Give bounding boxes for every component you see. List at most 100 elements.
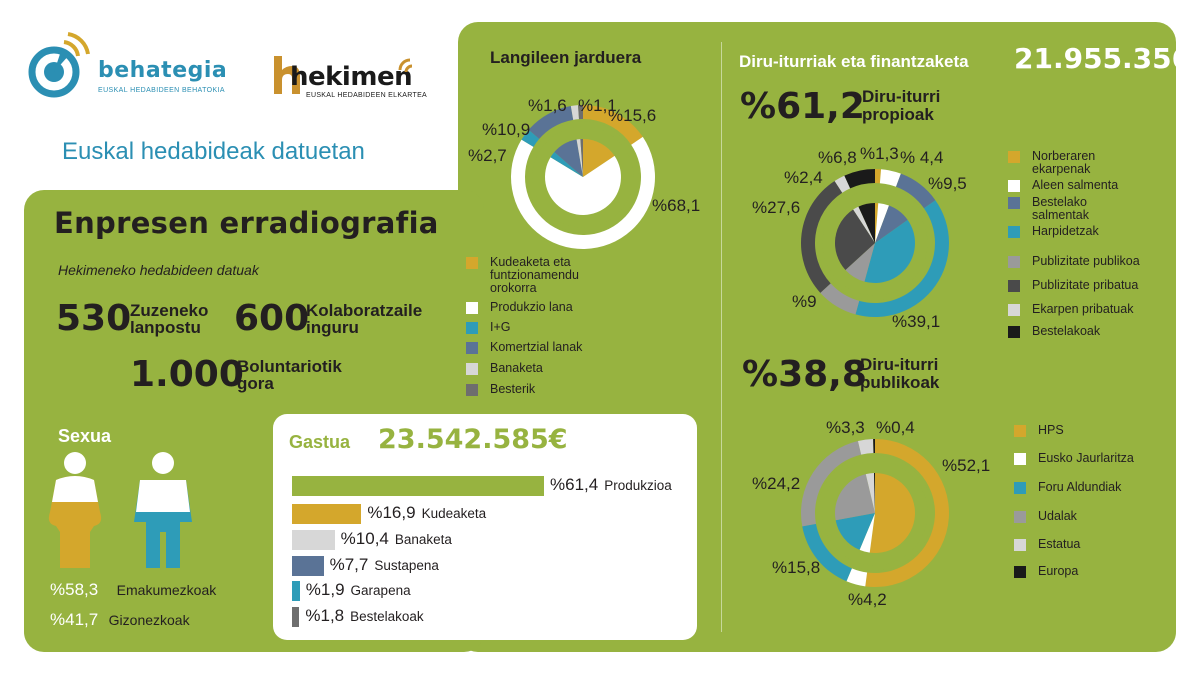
stat-kolaboratzaile-value: 600 (234, 298, 310, 339)
propioak-pct-ekarpen-pribatuak: %2,4 (784, 168, 823, 187)
publikoak-pct-udalak: %24,2 (752, 474, 801, 493)
propioak-legend-label: Publizitate pribatua (1032, 278, 1139, 292)
gastua-bar-label-kudeaketa: %16,9 Kudeaketa (367, 503, 486, 523)
publikoak-legend-label: Udalak (1038, 509, 1077, 523)
propioak-legend-item-norberaren-ekarpenak: Norberaren ekarpenak (1008, 150, 1095, 176)
langileen-outer-slice-komertzial-lanak (528, 106, 574, 139)
langileen-slice-besterik (580, 139, 583, 177)
langileen-legend-swatch (466, 342, 478, 354)
gastua-bar-label-bestelakoak: %1,8 Bestelakoak (305, 606, 423, 626)
langileen-outer-slice-besterik (578, 105, 583, 120)
langileen-pct-komertzial-lanak: %10,9 (482, 120, 531, 139)
propioak-slice-harpidetzak (864, 219, 915, 283)
diru-total: 21.955.356 (1014, 42, 1192, 75)
gastua-bar-pct: %10,4 (340, 529, 389, 548)
propioak-legend-label: Bestelakoak (1032, 324, 1101, 338)
gastua-bar-label-sustapena: %7,7 Sustapena (330, 555, 439, 575)
langileen-legend-label: Kudeaketa eta funtzionamendu orokorra (490, 255, 579, 295)
langileen-pct-banaketa: %1,6 (528, 96, 567, 115)
langileen-pct-kudeaketa-eta-funtzionamendu-orokorra: %15,6 (608, 106, 657, 125)
publikoak-legend-item-udalak: Udalak (1014, 510, 1077, 523)
langileen-slice-banaketa (576, 139, 583, 177)
propioak-pct-aleen-salmenta: % 4,4 (900, 148, 944, 167)
publikoak-legend-item-foru-aldundiak: Foru Aldundiak (1014, 481, 1121, 494)
propioak-slice-aleen-salmenta (875, 203, 890, 243)
propioak-slice-norberaren-ekarpenak (875, 203, 879, 243)
propioak-legend-swatch (1008, 256, 1020, 268)
propioak-donut-chart (801, 169, 949, 317)
hekimen-logo-icon (274, 56, 300, 94)
publikoak-legend-swatch (1014, 482, 1026, 494)
hekimen-name: hekimen (290, 62, 413, 92)
propioak-pct-harpidetzak: %39,1 (892, 312, 941, 331)
publikoak-slice-eusko-jaurlaritza (859, 513, 875, 553)
sexua-gizon-pct: %41,7 (50, 610, 99, 629)
stat-lanpostu-label: Zuzeneko lanpostu (130, 301, 209, 337)
gastua-bar-bestelakoak (292, 607, 300, 627)
propioak-share-label: Diru-iturri propioak (862, 87, 941, 124)
langileen-legend-swatch (466, 257, 478, 269)
gastua-bar-category: Produkzioa (604, 478, 672, 493)
hekimen-logo: hekimen EUSKAL HEDABIDEEN ELKARTEA (270, 52, 430, 104)
publikoak-slice-estatua (865, 473, 875, 513)
langileen-slice-i-g (550, 152, 583, 177)
gastua-bar-category: Bestelakoak (350, 609, 424, 624)
propioak-outer-slice-bestelako-salmentak (896, 173, 936, 209)
gastua-bar-label-garapena: %1,9 Garapena (306, 580, 411, 600)
gastua-bar-category: Garapena (350, 583, 411, 598)
langileen-legend-swatch (466, 322, 478, 334)
divider (721, 42, 722, 632)
propioak-outer-slice-bestelakoak (844, 169, 875, 189)
gastua-title: Gastua (289, 432, 351, 452)
propioak-slice-bestelakoak (858, 203, 875, 243)
propioak-slice-bestelako-salmentak (875, 205, 908, 243)
publikoak-outer-slice-eusko-jaurlaritza (846, 568, 868, 587)
gastua-bar-garapena (292, 581, 300, 601)
sexua-row-gizon: %41,7 Gizonezkoak (50, 610, 190, 630)
page-subtitle: Euskal hedabideak datuetan (62, 138, 365, 165)
header-card (0, 0, 458, 190)
publikoak-legend-label: Eusko Jaurlaritza (1038, 451, 1134, 465)
propioak-slice-publizitate-publikoa (845, 243, 875, 282)
propioak-ring (817, 185, 933, 301)
gastua-card (273, 414, 697, 640)
female-figure-icon (48, 452, 102, 568)
propioak-pct-publizitate-publikoa: %9 (792, 292, 817, 311)
langileen-outer-slice-kudeaketa-eta-funtzionamendu-orokorra (583, 105, 643, 145)
langileen-legend-item-produkzio-lana: Produkzio lana (466, 301, 573, 314)
propioak-pct-bestelako-salmentak: %9,5 (928, 174, 967, 193)
gastua-bar-sustapena (292, 556, 324, 576)
hekimen-signal-icon (398, 58, 413, 73)
propioak-legend-item-publizitate-pribatua: Publizitate pribatua (1008, 279, 1138, 292)
publikoak-donut-chart (801, 439, 949, 587)
stat-lanpostu-value: 530 (56, 298, 132, 339)
propioak-legend-swatch (1008, 180, 1020, 192)
propioak-outer-slice-norberaren-ekarpenak (875, 169, 882, 184)
publikoak-outer-slice-estatua (857, 439, 874, 455)
publikoak-pct-hps: %52,1 (942, 456, 991, 475)
langileen-title: Langileen jarduera (490, 48, 642, 67)
publikoak-legend-swatch (1014, 539, 1026, 551)
langileen-pct-besterik: %1,1 (578, 96, 617, 115)
publikoak-legend-label: Estatua (1038, 537, 1081, 551)
publikoak-legend-label: Europa (1038, 564, 1079, 578)
propioak-legend: Norberaren ekarpenak Aleen salmenta Bestel… (1008, 150, 1168, 340)
enpresen-subtitle: Hekimeneko hedabideen datuak (58, 262, 259, 278)
sexua-emakume-label: Emakumezkoak (116, 582, 217, 598)
publikoak-legend-label: HPS (1038, 423, 1064, 437)
propioak-legend-swatch (1008, 304, 1020, 316)
publikoak-legend-item-eusko-jaurlaritza: Eusko Jaurlaritza (1014, 452, 1134, 465)
stat-kolaboratzaile-label: Kolaboratzaile inguru (306, 301, 423, 337)
behategia-logo-icon (28, 32, 90, 98)
propioak-pct-publizitate-pribatua: %27,6 (752, 198, 801, 217)
propioak-legend-swatch (1008, 280, 1020, 292)
propioak-outer-slice-publizitate-publikoa (820, 283, 860, 315)
publikoak-legend-swatch (1014, 511, 1026, 523)
langileen-outer-slice-i-g (521, 129, 540, 147)
propioak-legend-label: Aleen salmenta (1032, 178, 1119, 192)
langileen-legend-item-i-g: I+G (466, 321, 511, 334)
propioak-legend-item-harpidetzak: Harpidetzak (1008, 225, 1099, 238)
langileen-donut-chart (511, 105, 655, 249)
langileen-legend-item-banaketa: Banaketa (466, 362, 543, 375)
langileen-legend-swatch (466, 363, 478, 375)
